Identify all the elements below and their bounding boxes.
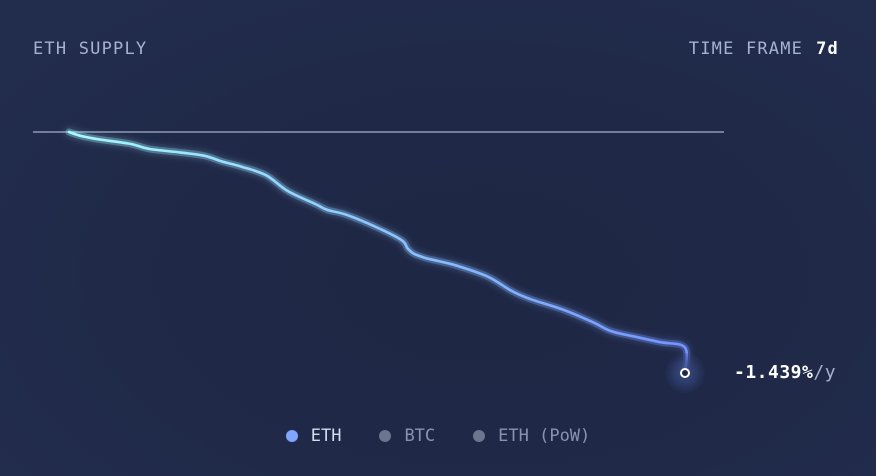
chart-title: ETH SUPPLY (33, 39, 148, 59)
endpoint-marker[interactable] (680, 368, 690, 378)
supply-chart (33, 128, 724, 393)
legend-label: BTC (404, 426, 436, 446)
timeframe-selector[interactable]: TIME FRAME 7d (689, 39, 839, 59)
supply-rate-readout: -1.439%/y (734, 362, 836, 383)
series-glow (65, 128, 691, 377)
timeframe-value[interactable]: 7d (816, 39, 839, 59)
legend-dot-icon (379, 430, 392, 442)
supply-rate-value: -1.439% (734, 362, 814, 383)
legend-item-btc[interactable]: BTC (379, 426, 435, 446)
chart-legend: ETH BTC ETH (PoW) (0, 426, 876, 446)
legend-item-eth[interactable]: ETH (285, 426, 342, 446)
legend-item-eth-pow[interactable]: ETH (PoW) (473, 426, 590, 446)
series-line-eth (67, 130, 689, 375)
legend-dot-icon (285, 430, 298, 442)
timeframe-label: TIME FRAME (688, 39, 804, 59)
legend-dot-icon (473, 430, 486, 442)
legend-label: ETH (310, 426, 342, 446)
supply-rate-unit: /y (813, 362, 837, 383)
legend-label: ETH (PoW) (498, 426, 591, 446)
